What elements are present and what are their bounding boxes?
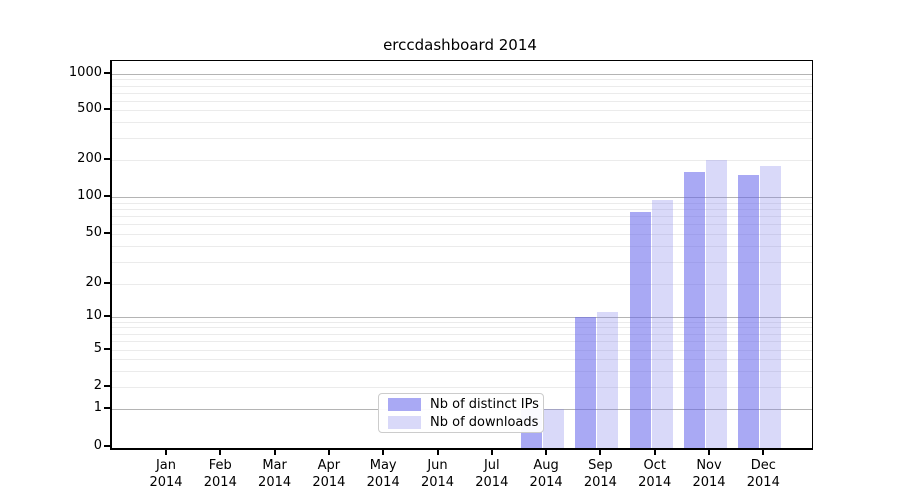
legend-swatch-distinct-ips <box>388 397 421 411</box>
y-gridline-minor <box>112 92 812 94</box>
x-tick-mark <box>762 449 765 455</box>
legend: Nb of distinct IPs Nb of downloads <box>378 393 544 433</box>
legend-label: Nb of downloads <box>430 414 539 430</box>
x-tick-mark <box>436 449 439 455</box>
bar-distinct-ips-oct <box>629 212 651 448</box>
bar-downloads-dec <box>760 165 782 448</box>
y-gridline-minor <box>112 370 812 372</box>
x-tick-mark <box>599 449 602 455</box>
y-gridline-minor <box>112 261 812 263</box>
plot-area <box>110 60 813 450</box>
bar-distinct-ips-nov <box>684 171 705 448</box>
bar-distinct-ips-dec <box>738 175 760 448</box>
y-tick-label: 0 <box>93 438 102 453</box>
y-gridline-minor <box>112 160 812 161</box>
x-tick-label-mar: Mar 2014 <box>258 458 292 490</box>
y-gridline-major <box>112 74 812 75</box>
y-gridline-minor <box>112 327 812 329</box>
y-gridline-minor <box>112 321 812 323</box>
y-tick-mark <box>104 314 110 317</box>
legend-row: Nb of distinct IPs <box>388 397 539 412</box>
y-gridline-minor <box>112 234 812 235</box>
y-gridline-minor <box>112 224 812 226</box>
legend-swatch-downloads <box>388 415 421 429</box>
x-tick-mark <box>545 449 548 455</box>
x-tick-mark <box>219 449 222 455</box>
bar-downloads-oct <box>651 199 673 448</box>
chart-title: erccdashboard 2014 <box>383 36 537 54</box>
y-gridline-major <box>112 316 812 318</box>
bar-downloads-aug <box>543 409 565 448</box>
x-tick-label-jan: Jan 2014 <box>149 458 183 490</box>
y-tick-label: 20 <box>85 275 102 290</box>
y-gridline-minor <box>112 208 812 210</box>
y-gridline-minor <box>112 79 812 81</box>
legend-row: Nb of downloads <box>388 415 538 430</box>
y-tick-mark <box>104 232 110 234</box>
y-gridline-minor <box>112 246 812 248</box>
y-tick-mark <box>104 195 110 197</box>
y-gridline-minor <box>112 359 812 360</box>
y-gridline-minor <box>112 100 812 102</box>
y-tick-label: 500 <box>77 101 102 116</box>
y-tick-label: 200 <box>77 151 102 166</box>
y-tick-mark <box>104 407 110 409</box>
y-tick-mark <box>104 445 110 447</box>
y-gridline-minor <box>112 110 812 111</box>
x-tick-mark <box>273 449 276 455</box>
y-tick-label: 50 <box>85 225 102 240</box>
x-tick-label-oct: Oct 2014 <box>638 458 672 490</box>
bar-downloads-sep <box>597 312 619 448</box>
x-tick-label-dec: Dec 2014 <box>746 458 780 490</box>
y-tick-label: 2 <box>93 378 102 393</box>
x-tick-label-aug: Aug 2014 <box>529 458 563 490</box>
y-tick-label: 1 <box>93 400 102 415</box>
x-tick-mark <box>708 449 710 455</box>
y-tick-label: 1000 <box>68 65 102 80</box>
y-tick-mark <box>104 108 110 110</box>
y-gridline-minor <box>112 216 812 218</box>
y-tick-label: 10 <box>85 307 102 323</box>
y-tick-mark <box>104 348 110 350</box>
x-tick-label-apr: Apr 2014 <box>312 458 346 490</box>
y-gridline-minor <box>112 122 812 124</box>
y-gridline-minor <box>112 202 812 204</box>
y-gridline-minor <box>112 137 812 139</box>
y-gridline-minor <box>112 284 812 285</box>
legend-label: Nb of distinct IPs <box>430 396 539 412</box>
x-tick-label-jul: Jul 2014 <box>475 458 509 490</box>
y-tick-mark <box>104 158 110 160</box>
x-tick-label-jun: Jun 2014 <box>420 458 455 490</box>
y-gridline-minor <box>112 341 812 343</box>
x-tick-label-sep: Sep 2014 <box>583 458 617 490</box>
y-gridline-minor <box>112 85 812 87</box>
x-tick-mark <box>382 449 385 455</box>
y-gridline-minor <box>112 333 812 335</box>
y-tick-mark <box>104 385 110 387</box>
x-tick-mark <box>327 449 330 455</box>
x-tick-mark <box>653 449 656 455</box>
y-tick-mark <box>104 282 110 284</box>
x-tick-label-nov: Nov 2014 <box>692 458 726 490</box>
x-tick-mark <box>165 449 167 455</box>
y-gridline-minor <box>112 350 812 351</box>
y-tick-mark <box>104 72 110 74</box>
y-gridline-minor <box>112 387 812 388</box>
x-tick-label-feb: Feb 2014 <box>203 458 237 490</box>
bar-distinct-ips-sep <box>575 316 597 448</box>
x-tick-mark <box>490 449 493 455</box>
y-gridline-major <box>112 197 812 198</box>
x-tick-label-may: May 2014 <box>366 458 400 490</box>
y-tick-label: 100 <box>77 188 102 203</box>
y-tick-label: 5 <box>93 341 102 356</box>
bar-downloads-nov <box>706 160 727 448</box>
